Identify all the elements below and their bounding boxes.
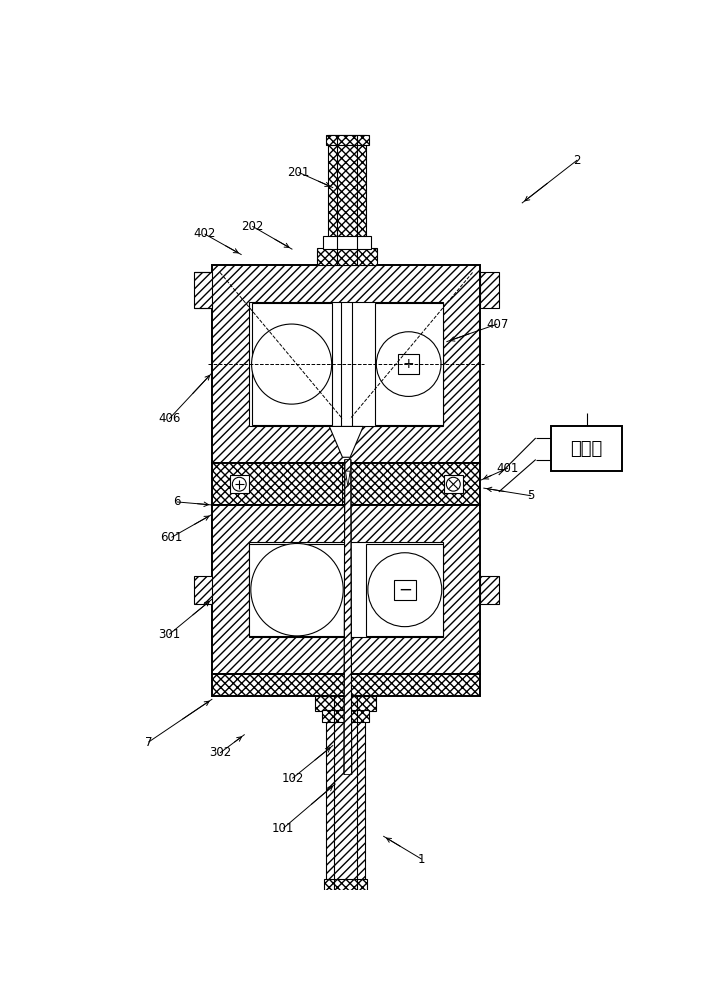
Bar [326,696,365,890]
Text: 202: 202 [241,220,264,233]
Text: 201: 201 [287,166,310,179]
Circle shape [376,332,441,396]
Text: 恒流源: 恒流源 [570,440,603,458]
Text: 407: 407 [486,318,508,331]
Text: +: + [403,357,415,371]
Bar [321,710,370,722]
Bar [375,303,442,425]
Text: 101: 101 [272,822,294,835]
Circle shape [368,553,442,627]
Bar [252,303,331,425]
Text: 7: 7 [144,736,152,749]
Polygon shape [329,426,363,457]
Bar [250,302,444,426]
Text: 601: 601 [160,531,183,544]
Text: −: − [398,581,412,599]
Bar [444,475,463,493]
Bar [480,576,498,604]
Bar [230,475,249,493]
Text: 1: 1 [418,853,425,866]
Bar [250,544,345,636]
Text: 402: 402 [193,227,216,240]
Bar [250,542,444,637]
Text: 401: 401 [497,462,519,475]
Bar [324,879,367,890]
Text: 302: 302 [209,746,231,759]
Bar [213,463,480,505]
Text: 301: 301 [158,628,181,641]
Circle shape [447,477,460,491]
Text: 2: 2 [574,154,581,167]
Bar [316,696,375,711]
Bar [213,265,480,463]
Bar [398,354,419,374]
Bar [394,580,416,600]
Circle shape [232,477,246,491]
Text: 6: 6 [173,495,181,508]
Circle shape [251,544,343,636]
Bar [328,135,366,265]
Polygon shape [346,471,350,487]
Bar [366,544,444,636]
Circle shape [252,324,331,404]
Polygon shape [344,460,352,774]
Bar [324,235,371,249]
Bar [551,426,622,471]
Text: 406: 406 [158,412,181,425]
Bar [213,505,480,674]
Bar [326,135,368,145]
Bar [194,272,213,308]
Text: 5: 5 [528,489,535,502]
Bar [480,272,498,308]
Text: 102: 102 [282,772,304,785]
Bar [194,576,213,604]
Bar [213,674,480,696]
Bar [317,248,377,265]
